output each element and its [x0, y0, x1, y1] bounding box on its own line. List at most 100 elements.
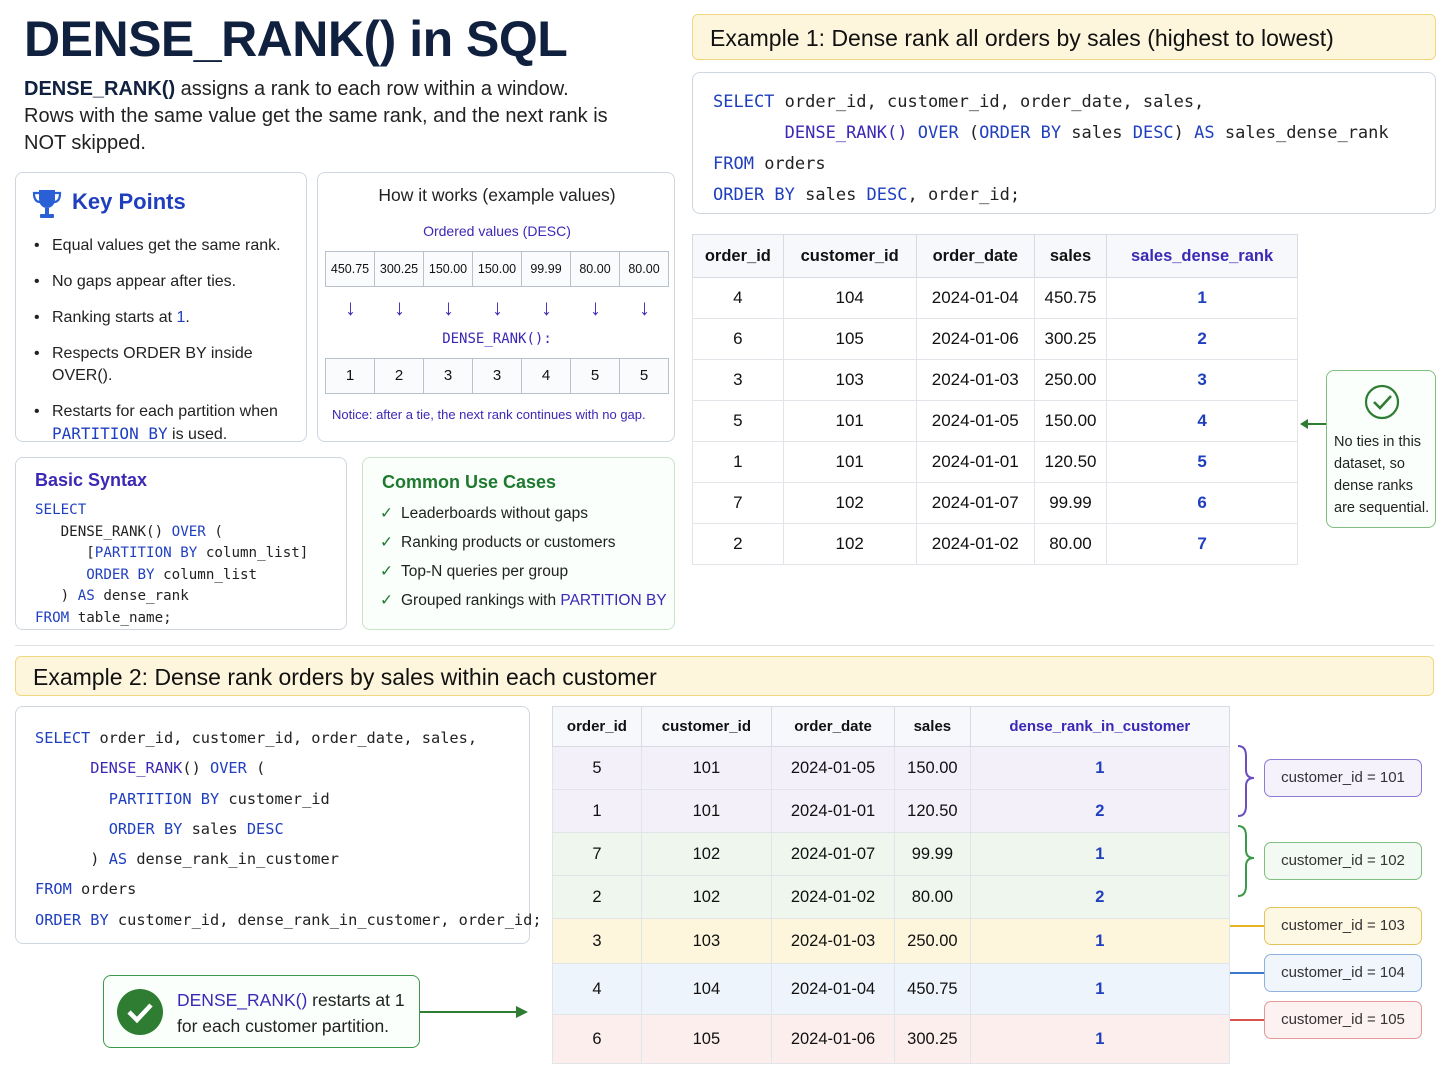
- intro-text: DENSE_RANK() assigns a rank to each row …: [24, 78, 608, 154]
- use-cases-card: Common Use Cases ✓ Leaderboards without g…: [362, 457, 675, 630]
- table-cell: 102: [782, 523, 917, 565]
- rank-cell: 2: [969, 789, 1231, 833]
- table-row: 1 101 2024-01-01 120.50 5: [692, 441, 1298, 483]
- check-circle-icon: [117, 989, 163, 1035]
- column-header: customer_id: [782, 234, 917, 278]
- key-points-list: Equal values get the same rank. No gaps …: [30, 235, 310, 460]
- down-arrows: ↓ ↓ ↓ ↓ ↓ ↓ ↓: [326, 295, 669, 321]
- rank-cell: 5: [619, 358, 669, 394]
- table-row: 3 103 2024-01-03 250.00 3: [692, 359, 1298, 401]
- table-row: 2 102 2024-01-02 80.00 7: [692, 523, 1298, 565]
- table-cell: 300.25: [1033, 318, 1108, 360]
- table-cell: 2024-01-07: [915, 482, 1035, 524]
- list-item: ✓ Leaderboards without gaps: [380, 505, 588, 522]
- column-header: order_date: [770, 706, 896, 747]
- table-cell: 103: [782, 359, 917, 401]
- list-item: Respects ORDER BY inside OVER().: [30, 343, 310, 387]
- table-cell: 2024-01-05: [770, 746, 896, 790]
- table-cell: 103: [640, 918, 772, 964]
- table-cell: 2024-01-03: [915, 359, 1035, 401]
- value-cell: 150.00: [472, 251, 522, 287]
- table-cell: 101: [782, 441, 917, 483]
- value-cell: 80.00: [570, 251, 620, 287]
- rank-cell: 2: [374, 358, 424, 394]
- syntax-code-block: SELECT DENSE_RANK() OVER ( [PARTITION BY…: [35, 502, 309, 626]
- table-cell: 2024-01-04: [770, 963, 896, 1015]
- list-item: ✓ Top-N queries per group: [380, 563, 569, 580]
- check-icon: ✓: [380, 534, 393, 551]
- example1-code-box: SELECT order_id, customer_id, order_date…: [692, 72, 1436, 214]
- example1-table: order_id customer_id order_date sales sa…: [692, 234, 1298, 565]
- rank-cell: 1: [969, 963, 1231, 1015]
- table-cell: 250.00: [1033, 359, 1108, 401]
- check-icon: ✓: [380, 592, 393, 609]
- check-icon: ✓: [380, 505, 393, 522]
- no-ties-text: No ties in this dataset, so dense ranks …: [1334, 434, 1430, 516]
- value-cell: 300.25: [374, 251, 424, 287]
- rank-cell: 1: [1106, 277, 1298, 319]
- no-ties-callout: No ties in this dataset, so dense ranks …: [1326, 370, 1436, 528]
- example1-table-body: 4 104 2024-01-04 450.75 1 6 105 2024-01-06 300.2…: [692, 277, 1298, 565]
- table-row: 2 102 2024-01-02 80.00 2: [552, 875, 1231, 919]
- restart-text: DENSE_RANK() restarts at 1 for each custo…: [177, 990, 405, 1036]
- column-header: dense_rank_in_customer: [969, 706, 1231, 747]
- column-header: order_date: [915, 234, 1035, 278]
- table-cell: 80.00: [894, 875, 971, 919]
- table-cell: 4: [692, 277, 784, 319]
- list-item: ✓ Ranking products or customers: [380, 534, 616, 551]
- column-header: sales_dense_rank: [1106, 234, 1298, 278]
- customer-tag-102: customer_id = 102: [1264, 842, 1422, 880]
- restart-callout: DENSE_RANK() restarts at 1 for each custo…: [103, 975, 420, 1048]
- how-it-works-card: How it works (example values) Ordered va…: [317, 172, 675, 442]
- table-row: 7 102 2024-01-07 99.99 1: [552, 832, 1231, 876]
- example2-code-box: SELECT order_id, customer_id, order_date…: [15, 706, 542, 944]
- table-cell: 99.99: [1033, 482, 1108, 524]
- table-cell: 2024-01-02: [770, 875, 896, 919]
- check-circle-icon: [1364, 384, 1400, 420]
- down-arrow-icon: ↓: [492, 295, 503, 320]
- down-arrow-icon: ↓: [639, 295, 650, 320]
- rank-cell: 5: [1106, 441, 1298, 483]
- list-item: ✓ Grouped rankings with PARTITION BY: [380, 592, 667, 609]
- table-cell: 1: [552, 789, 642, 833]
- table-header-row: order_id customer_id order_date sales de…: [552, 706, 1231, 747]
- table-cell: 2024-01-06: [915, 318, 1035, 360]
- table-cell: 102: [782, 482, 917, 524]
- table-cell: 101: [640, 789, 772, 833]
- rank-cell: 1: [969, 1014, 1231, 1064]
- table-cell: 5: [692, 400, 784, 442]
- trophy-icon: [32, 190, 62, 218]
- table-row: 1 101 2024-01-01 120.50 2: [552, 789, 1231, 833]
- brace-102: [1237, 825, 1255, 897]
- list-item: Equal values get the same rank.: [30, 235, 310, 257]
- example1-title: Example 1: Dense rank all orders by sale…: [692, 14, 1436, 60]
- down-arrow-icon: ↓: [541, 295, 552, 320]
- value-cell: 80.00: [619, 251, 669, 287]
- table-header-row: order_id customer_id order_date sales sa…: [692, 234, 1298, 278]
- table-cell: 101: [782, 400, 917, 442]
- down-arrow-icon: ↓: [590, 295, 601, 320]
- table-cell: 150.00: [1033, 400, 1108, 442]
- rank-cell: 5: [570, 358, 620, 394]
- list-item: Ranking starts at 1.: [30, 307, 310, 329]
- value-cells: 450.75 300.25 150.00 150.00 99.99 80.00 …: [325, 251, 669, 287]
- table-cell: 2024-01-02: [915, 523, 1035, 565]
- table-row: 6 105 2024-01-06 300.25 2: [692, 318, 1298, 360]
- table-row: 7 102 2024-01-07 99.99 6: [692, 482, 1298, 524]
- customer-tag-105: customer_id = 105: [1264, 1001, 1422, 1039]
- page-title: DENSE_RANK() in SQL: [24, 11, 568, 67]
- basic-syntax-title: Basic Syntax: [35, 470, 148, 490]
- right-arrow-icon: [420, 1006, 528, 1018]
- rank-cell: 2: [1106, 318, 1298, 360]
- table-cell: 2024-01-06: [770, 1014, 896, 1064]
- table-cell: 150.00: [894, 746, 971, 790]
- table-cell: 5: [552, 746, 642, 790]
- use-cases-title: Common Use Cases: [382, 472, 557, 492]
- value-cell: 450.75: [325, 251, 375, 287]
- table-cell: 101: [640, 746, 772, 790]
- rank-cell: 6: [1106, 482, 1298, 524]
- table-cell: 4: [552, 963, 642, 1015]
- table-row: 4 104 2024-01-04 450.75 1: [552, 963, 1231, 1015]
- table-cell: 102: [640, 832, 772, 876]
- basic-syntax-card: Basic Syntax SELECT DENSE_RANK() OVER ( …: [15, 457, 347, 630]
